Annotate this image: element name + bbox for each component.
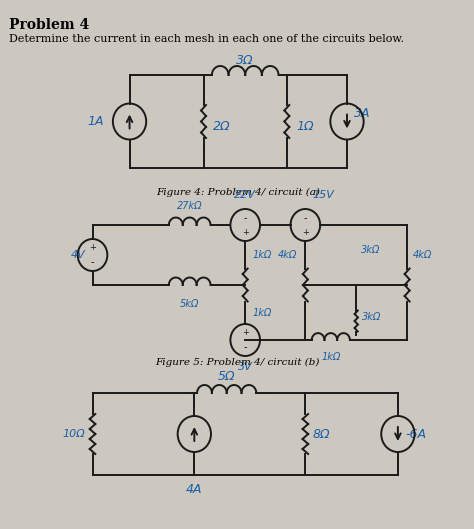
Text: 1A: 1A [87,115,104,128]
Text: -: - [244,213,247,223]
Text: 3kΩ: 3kΩ [362,313,381,323]
Text: 3V: 3V [238,362,253,372]
Text: Figure 4: Problem 4/ circuit (a): Figure 4: Problem 4/ circuit (a) [156,188,320,197]
Text: Problem 4: Problem 4 [9,18,90,32]
Text: 27kΩ: 27kΩ [177,201,202,211]
Text: 1kΩ: 1kΩ [253,307,272,317]
Text: 4A: 4A [186,483,202,496]
Text: 15V: 15V [313,190,335,200]
Text: 1kΩ: 1kΩ [253,250,272,260]
Text: Determine the current in each mesh in each one of the circuits below.: Determine the current in each mesh in ea… [9,34,404,44]
Text: 4kΩ: 4kΩ [278,250,297,260]
Text: 1kΩ: 1kΩ [321,352,340,362]
Text: -: - [244,342,247,352]
Text: -: - [304,213,307,223]
Text: +: + [242,329,249,338]
Text: +: + [242,227,249,236]
Text: 1Ω: 1Ω [296,120,314,133]
Text: 4kΩ: 4kΩ [413,250,432,260]
Text: 3kΩ: 3kΩ [361,245,380,255]
Text: 3A: 3A [355,107,371,120]
Text: 8Ω: 8Ω [313,427,330,441]
Text: 2Ω: 2Ω [213,120,230,133]
Text: 3Ω: 3Ω [237,54,254,67]
Text: 5Ω: 5Ω [218,370,236,383]
Text: 22V: 22V [234,190,256,200]
Text: 4V: 4V [70,250,85,260]
Text: +: + [89,243,96,252]
Text: -6A: -6A [405,427,426,441]
Text: 5kΩ: 5kΩ [180,299,200,309]
Text: Figure 5: Problem 4/ circuit (b): Figure 5: Problem 4/ circuit (b) [155,358,320,367]
Text: 10Ω: 10Ω [63,429,85,439]
Text: -: - [91,257,94,267]
Text: +: + [302,227,309,236]
